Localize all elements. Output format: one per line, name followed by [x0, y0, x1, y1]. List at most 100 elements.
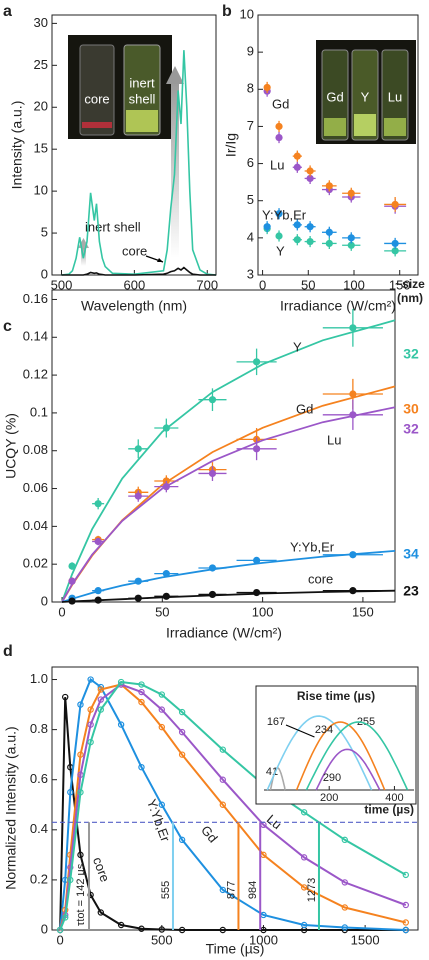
- inset-title: Rise time (µs): [297, 689, 375, 703]
- fit-line: [61, 319, 396, 603]
- series-label: Lu: [327, 432, 341, 447]
- x-axis-label: Time (µs): [206, 941, 265, 957]
- inset-curve: [315, 748, 381, 791]
- x-tick-label: 1000: [249, 932, 278, 947]
- data-point: [178, 836, 186, 844]
- data-point: [158, 691, 165, 698]
- data-point: [77, 751, 84, 758]
- inset-curve: [266, 715, 373, 791]
- tau-label: τtot = 142 µs: [75, 863, 87, 926]
- size-label: 23: [403, 583, 419, 599]
- series-label: Gd: [272, 96, 289, 111]
- size-label: 34: [403, 546, 419, 562]
- inset-x-tick-label: 400: [385, 792, 403, 804]
- data-point: [402, 871, 409, 879]
- y-tick-label: 15: [34, 141, 48, 156]
- data-point: [300, 809, 308, 816]
- data-point: [349, 390, 357, 398]
- y-tick-label: 0.4: [30, 821, 48, 836]
- y-tick-label: 0.2: [30, 871, 48, 886]
- data-point: [117, 921, 125, 929]
- data-point: [134, 492, 142, 500]
- data-point: [117, 721, 125, 728]
- size-label: 30: [403, 401, 419, 417]
- y-tick-label: 0.02: [23, 556, 48, 571]
- data-point: [178, 728, 186, 736]
- series-line: [59, 683, 407, 931]
- x-axis-label: Irradiance (W/cm²): [280, 298, 396, 314]
- series-label: Gd: [296, 401, 313, 416]
- data-point: [347, 234, 355, 242]
- x-tick-label: 700: [196, 277, 218, 292]
- data-point: [349, 551, 357, 559]
- series-line: [61, 50, 217, 276]
- x-tick-label: 0: [259, 277, 266, 292]
- size-header: ~size: [395, 277, 425, 291]
- data-point: [94, 500, 102, 508]
- data-point: [252, 358, 261, 366]
- data-point: [97, 706, 105, 713]
- data-point: [158, 706, 165, 713]
- inset-frame: [255, 685, 417, 805]
- data-point: [77, 851, 84, 859]
- data-point: [219, 776, 226, 783]
- data-point: [391, 247, 399, 255]
- data-point: [402, 919, 409, 926]
- data-point: [306, 167, 314, 175]
- y-tick-label: 0.8: [30, 721, 48, 736]
- data-point: [68, 597, 76, 605]
- data-point: [293, 236, 301, 244]
- inset-label: inert: [129, 75, 155, 90]
- data-point: [158, 926, 165, 933]
- y-tick-label: 10: [34, 183, 48, 198]
- data-point: [219, 926, 226, 934]
- series-label: core: [308, 571, 333, 586]
- annotation: inert shell: [85, 219, 141, 234]
- size-header: (nm): [397, 291, 423, 305]
- inset-photo: [316, 40, 416, 144]
- inset-label: Y: [361, 89, 370, 104]
- data-point: [138, 681, 145, 688]
- inset-photo: [68, 35, 172, 139]
- series-label: Y:Yb,Er: [144, 797, 173, 844]
- panel-label: b: [222, 3, 232, 20]
- y-tick-label: 1.0: [30, 671, 48, 686]
- data-point: [87, 738, 94, 746]
- fit-line: [61, 589, 396, 603]
- inset-x-tick-label: 200: [320, 792, 338, 804]
- inset-label: shell: [129, 91, 156, 106]
- data-point: [178, 926, 186, 934]
- x-tick-label: 100: [252, 604, 274, 619]
- series-line: [59, 683, 407, 931]
- x-axis-label: Wavelength (nm): [81, 298, 187, 314]
- series-label: Y: [276, 243, 285, 258]
- data-point: [219, 746, 226, 753]
- inset-peak-label: 41: [266, 766, 278, 778]
- data-point: [67, 864, 74, 871]
- data-point: [300, 921, 308, 929]
- data-point: [275, 122, 283, 131]
- y-tick-label: 0: [41, 921, 48, 936]
- data-point: [94, 537, 102, 546]
- y-tick-label: 0.6: [30, 771, 48, 786]
- fit-line: [61, 406, 396, 603]
- decay-time-label: 984: [247, 881, 259, 899]
- data-point: [293, 163, 301, 171]
- series-label: Y:Yb,Er: [290, 539, 335, 554]
- data-point: [117, 678, 125, 686]
- data-point: [347, 241, 355, 249]
- x-tick-label: 50: [301, 277, 315, 292]
- panel-label: c: [3, 318, 12, 335]
- inset-peak-label: 255: [357, 716, 375, 728]
- x-tick-label: 500: [151, 932, 173, 947]
- x-axis-label: Irradiance (W/cm²): [166, 625, 282, 641]
- inset-peak-label: 234: [315, 724, 333, 736]
- series-line: [59, 697, 406, 931]
- data-point: [208, 396, 217, 404]
- y-tick-label: 6: [247, 155, 254, 170]
- series-label: Y:Yb,Er: [262, 207, 307, 222]
- series-label: Y: [293, 339, 302, 354]
- y-tick-label: 0.16: [23, 291, 48, 306]
- y-tick-label: 8: [247, 81, 254, 96]
